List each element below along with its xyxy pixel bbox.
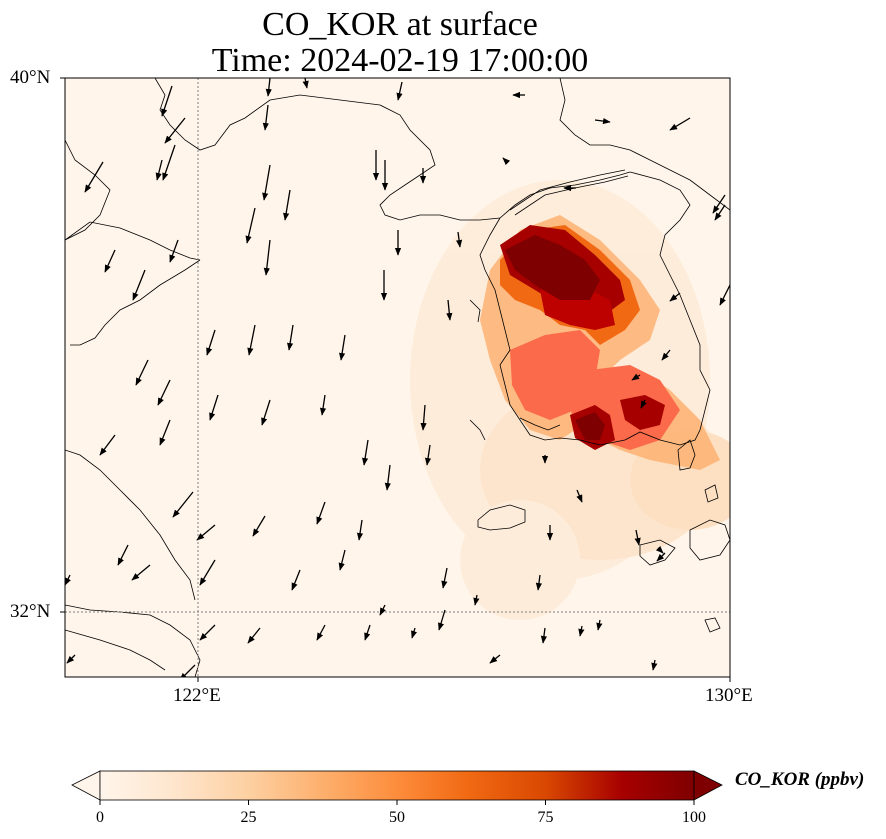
wind-arrow	[473, 594, 480, 606]
wind-arrow	[65, 574, 71, 586]
wind-arrow	[199, 624, 216, 641]
coastlines	[65, 78, 730, 677]
wind-arrow	[631, 373, 641, 381]
wind-arrow	[84, 161, 104, 193]
wind-arrow	[252, 515, 266, 537]
wind-arrow	[316, 624, 326, 641]
wind-arrow	[319, 394, 327, 416]
wind-arrow	[420, 404, 427, 431]
colorbar-tick-100: 100	[682, 809, 706, 826]
wind-arrow	[411, 627, 418, 639]
wind-arrow	[161, 85, 173, 117]
wind-arrow	[396, 81, 403, 101]
wind-arrow	[206, 329, 216, 356]
wind-arrow	[104, 249, 116, 273]
wind-arrow	[655, 545, 664, 554]
wind-arrow	[596, 619, 603, 631]
wind-arrow	[651, 659, 658, 671]
wind-arrow	[719, 284, 730, 306]
gridlines	[65, 78, 730, 677]
map-frame	[64, 77, 731, 678]
wind-arrow	[576, 489, 583, 503]
wind-arrow	[661, 349, 671, 361]
wind-arrow	[578, 625, 585, 637]
wind-arrow	[441, 567, 448, 589]
wind-arrow	[159, 419, 171, 446]
lat-tick-label-32n: 32°N	[10, 601, 51, 622]
wind-arrow	[132, 269, 146, 301]
lon-tick-label-130e: 130°E	[705, 685, 753, 706]
wind-arrow	[196, 524, 216, 541]
lat-tick-label-40n: 40°N	[10, 67, 51, 88]
wind-arrow	[283, 189, 291, 221]
wind-arrow	[155, 159, 163, 181]
wind-arrow	[263, 239, 271, 276]
colorbar-extend-max	[693, 770, 723, 801]
wind-arrow	[669, 117, 691, 131]
wind-arrow	[364, 624, 371, 641]
wind-arrow	[131, 564, 151, 581]
wind-arrow	[135, 359, 149, 386]
wind-arrow	[356, 519, 364, 541]
wind-arrow	[199, 559, 216, 586]
wind-arrow	[669, 292, 681, 302]
wind-arrow	[117, 544, 129, 566]
wind-arrow	[164, 117, 186, 144]
wind-arrow	[455, 231, 463, 248]
wind-arrow	[316, 501, 326, 525]
map-title-line-1: CO_KOR at surface	[262, 6, 538, 43]
colorbar-tick-50: 50	[389, 809, 405, 826]
wind-arrow	[261, 399, 271, 426]
colorbar-extend-min	[71, 770, 101, 801]
wind-arrow	[540, 627, 548, 644]
wind-arrow	[162, 144, 176, 181]
wind-arrow	[424, 444, 432, 466]
wind-arrow	[379, 604, 386, 616]
colorbar-tick-25: 25	[240, 809, 257, 826]
wind-arrow	[247, 324, 256, 356]
wind-arrow	[712, 194, 726, 214]
wind-arrow	[438, 609, 446, 631]
wind-arrow	[157, 379, 171, 406]
wind-arrow	[209, 394, 219, 421]
lon-tick-label-122e: 122°E	[173, 685, 221, 706]
wind-arrow	[291, 569, 301, 591]
wind-arrow	[384, 464, 391, 491]
wind-arrow	[99, 434, 116, 456]
map-title-line-2: Time: 2024-02-19 17:00:00	[211, 42, 589, 79]
wind-arrow	[714, 204, 726, 221]
colorbar-tick-0: 0	[96, 809, 104, 826]
wind-arrow	[169, 239, 179, 263]
wind-arrow	[339, 334, 346, 361]
wind-arrow	[362, 439, 369, 466]
wind-arrow	[179, 664, 196, 677]
wind-arrow	[656, 552, 666, 562]
wind-arrow	[172, 491, 194, 518]
wind-arrow	[262, 164, 271, 201]
colorbar-label: CO_KOR (ppbv)	[735, 769, 865, 790]
wind-vectors	[65, 78, 730, 677]
wind-arrow	[287, 324, 294, 351]
wind-arrow	[262, 104, 269, 131]
wind-arrow	[302, 78, 309, 89]
colorbar-tick-75: 75	[537, 809, 554, 826]
wind-arrow	[247, 627, 261, 644]
wind-arrow	[640, 399, 647, 409]
wind-arrow	[245, 207, 256, 244]
wind-arrow	[338, 549, 346, 571]
co-concentration-layer	[480, 215, 720, 470]
wind-arrow	[446, 299, 453, 321]
wind-arrow	[634, 529, 641, 546]
wind-arrow	[265, 78, 272, 97]
wind-arrow	[66, 654, 76, 664]
wind-arrow	[594, 117, 611, 125]
colorbar	[71, 770, 723, 805]
wind-arrow	[502, 157, 511, 166]
colorbar-gradient	[99, 770, 695, 801]
wind-arrow	[535, 574, 543, 591]
wind-arrow	[489, 654, 501, 664]
